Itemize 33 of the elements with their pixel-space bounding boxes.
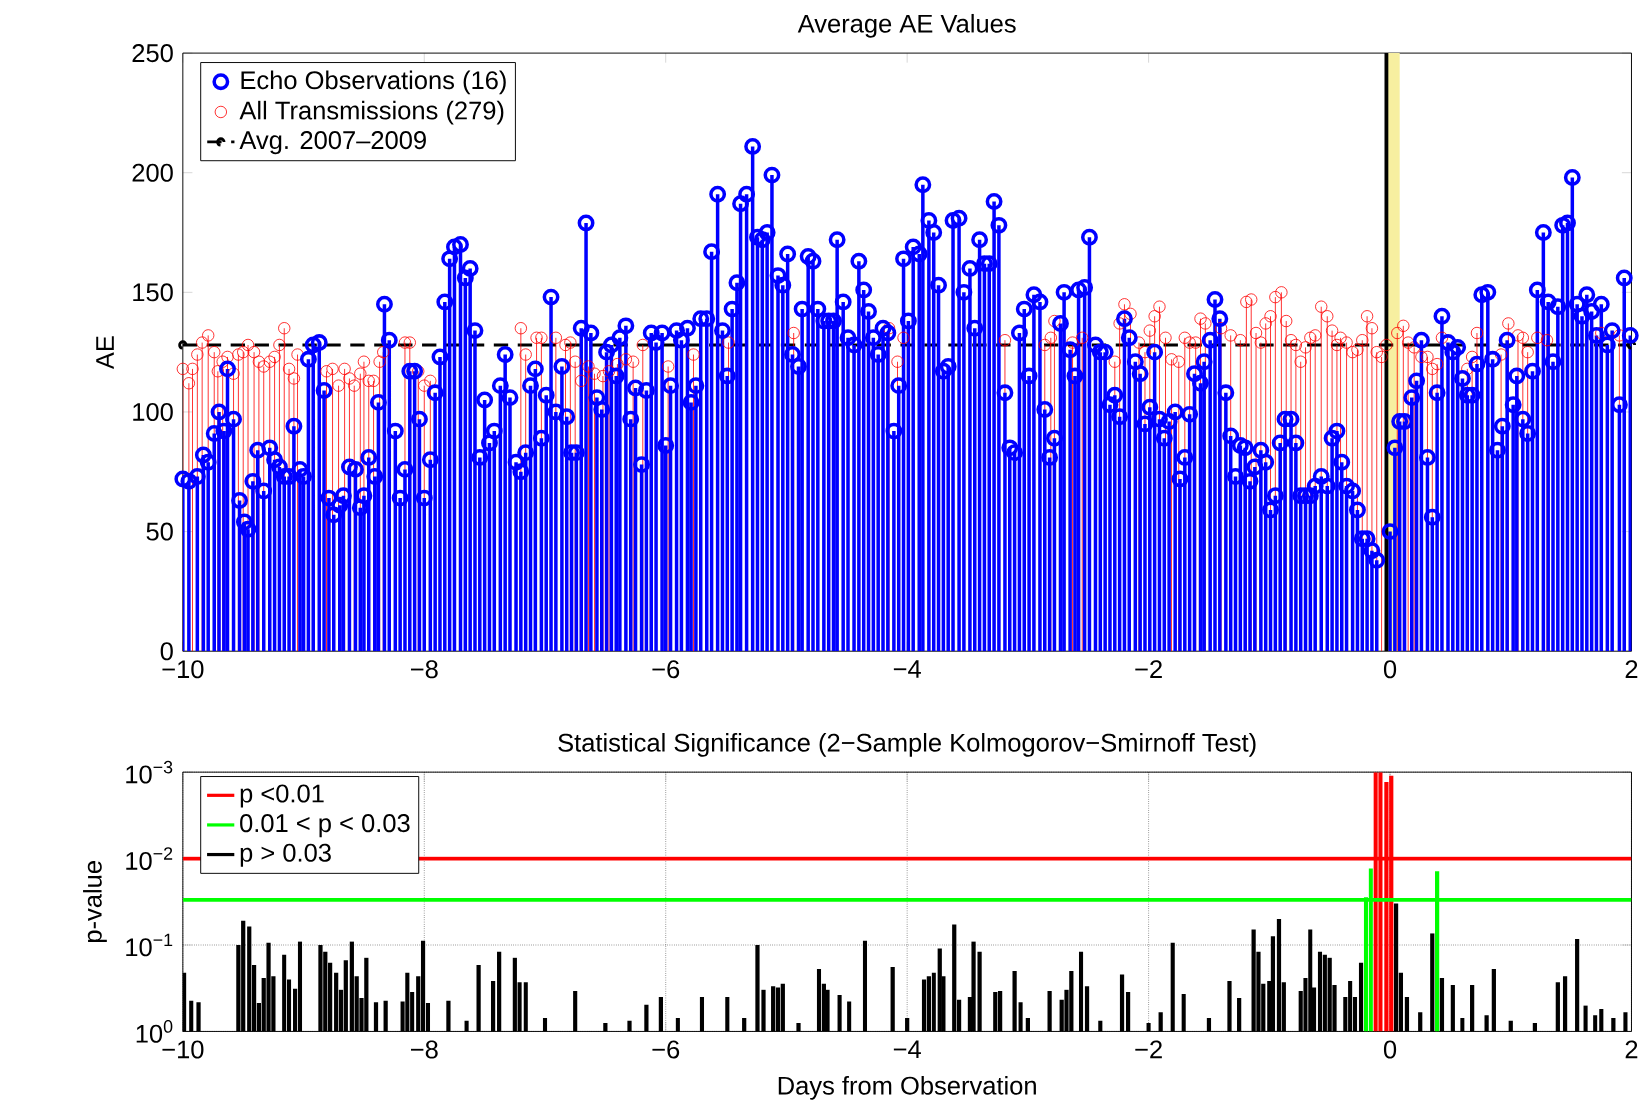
x-tick-label: −4	[893, 660, 921, 678]
legend-label: p <0.01	[240, 784, 324, 808]
y-tick-label: 200	[132, 163, 173, 182]
legend-label: 0.01 < p < 0.03	[240, 814, 410, 838]
y-tick-label: 10$^{−3}$	[126, 761, 173, 784]
x-tick-label: −8	[410, 660, 438, 679]
y-tick-label: 100	[133, 403, 173, 422]
x-tick-label: 2	[1625, 660, 1638, 679]
legend-label: p > 0.03	[240, 843, 331, 868]
x-tick-label: −2	[1135, 660, 1162, 679]
y-axis-title: AE	[96, 336, 114, 370]
x-tick-label: −4	[893, 1040, 921, 1059]
legend-label: Avg. 2007–2009	[239, 131, 426, 155]
x-tick-label: 2	[1625, 1040, 1638, 1059]
y-tick-label: 150	[133, 283, 173, 302]
y-axis-title: p-value	[83, 861, 107, 943]
chart-title: Statistical Significance (2−Sample Kolmogorov−Smirnoff Test)	[558, 733, 1256, 758]
legend-label: Echo Observations (16)	[241, 70, 506, 95]
x-tick-label: −8	[410, 1040, 438, 1059]
x-tick-label: −6	[652, 660, 680, 679]
y-tick-label: 0	[160, 642, 173, 661]
x-tick-label: −10	[162, 660, 204, 679]
y-tick-label: 50	[146, 522, 173, 541]
x-tick-label: −2	[1135, 1040, 1162, 1059]
chart-title: Average AE Values	[797, 14, 1016, 38]
x-axis-title: Days from Observation	[778, 1076, 1036, 1100]
x-tick-label: 0	[1383, 1040, 1397, 1059]
x-tick-label: −6	[652, 1040, 680, 1059]
y-tick-label: 250	[132, 44, 173, 63]
legend-label: All Transmissions (279)	[239, 101, 504, 125]
y-tick-label: 10$^{−2}$	[126, 847, 173, 871]
x-tick-label: 0	[1383, 660, 1397, 679]
y-tick-label: 10$^{−1}$	[126, 933, 173, 957]
